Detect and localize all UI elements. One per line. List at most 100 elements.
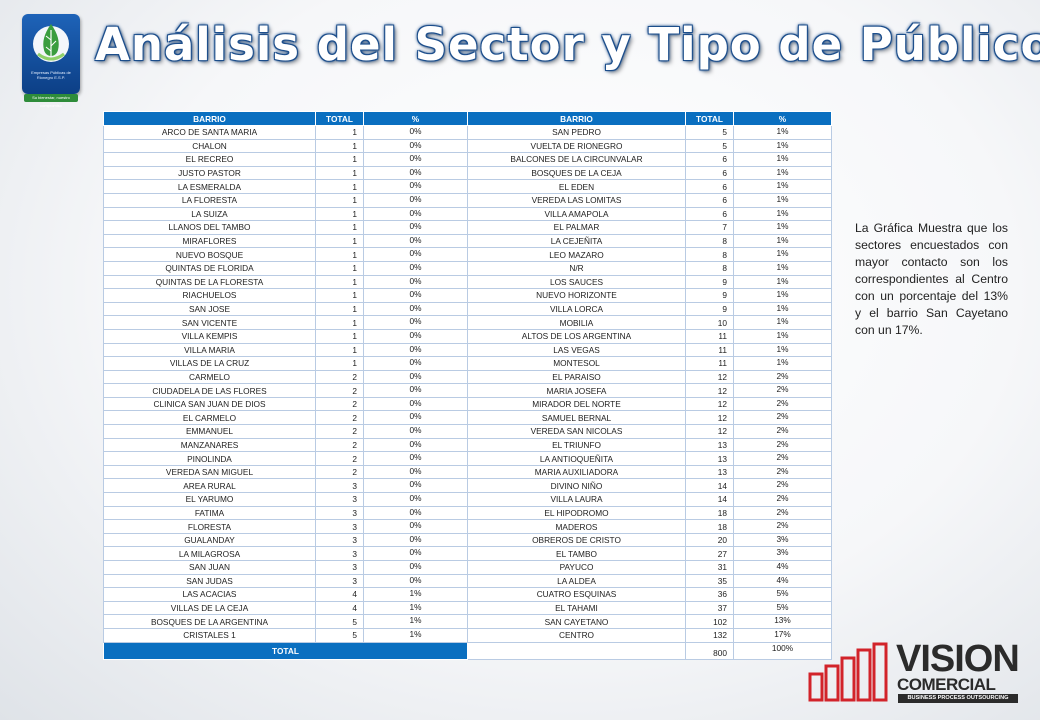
table-row: LA SUIZA 1 0% VILLA AMAPOLA 6 1%: [103, 206, 832, 222]
total-percent: 100%: [733, 641, 832, 660]
total-cell: 1: [315, 220, 364, 235]
barrio-cell: LOS SAUCES: [467, 274, 686, 290]
table-row: EL RECREO 1 0% BALCONES DE LA CIRCUNVALAR 6 1…: [103, 152, 832, 167]
table-body: ARCO DE SANTA MARIA 1 0% SAN PEDRO 5 1% CHALON…: [103, 125, 832, 643]
barrio-cell: VILLA KEMPIS: [103, 328, 316, 344]
percent-cell: 2%: [733, 396, 832, 412]
logo-ribbon: Su bienestar, nuestro compromiso: [24, 94, 78, 108]
table-row: LA FLORESTA 1 0% VEREDA LAS LOMITAS 6 1%: [103, 192, 832, 208]
total-cell: 3: [315, 560, 364, 575]
total-cell: 31: [685, 560, 734, 575]
table-row: AREA RURAL 3 0% DIVINO NIÑO 14 2%: [103, 478, 832, 494]
percent-cell: 0%: [363, 138, 468, 154]
percent-cell: 1%: [733, 356, 832, 371]
percent-cell: 2%: [733, 451, 832, 466]
barrio-cell: FLORESTA: [103, 519, 316, 534]
barrio-cell: LA CEJEÑITA: [467, 233, 686, 249]
total-cell: 12: [685, 424, 734, 439]
table-row: ARCO DE SANTA MARIA 1 0% SAN PEDRO 5 1%: [103, 125, 832, 140]
total-cell: 1: [315, 301, 364, 317]
percent-cell: 1%: [363, 587, 468, 602]
barrio-cell: PAYUCO: [467, 560, 686, 575]
total-cell: 14: [685, 492, 734, 507]
logo-small-text: Empresas Públicas de Rionegro E.S.P.: [31, 70, 71, 80]
table-row: VEREDA SAN MIGUEL 2 0% MARIA AUXILIADORA 13 2…: [103, 464, 832, 480]
table-row: VILLA MARIA 1 0% LAS VEGAS 11 1%: [103, 342, 832, 358]
percent-cell: 1%: [733, 301, 832, 317]
table-row: CIUDADELA DE LAS FLORES 2 0% MARIA JOSEFA 12…: [103, 383, 832, 398]
total-cell: 11: [685, 328, 734, 344]
percent-cell: 0%: [363, 233, 468, 249]
barrio-cell: PINOLINDA: [103, 451, 316, 466]
percent-cell: 1%: [733, 260, 832, 276]
table-row: LA MILAGROSA 3 0% EL TAMBO 27 3%: [103, 546, 832, 561]
barrio-cell: SAN JUDAS: [103, 573, 316, 589]
total-cell: 18: [685, 505, 734, 521]
total-cell: 3: [315, 492, 364, 507]
percent-cell: 0%: [363, 165, 468, 181]
total-cell: 1: [315, 328, 364, 344]
table-row: FATIMA 3 0% EL HIPODROMO 18 2%: [103, 505, 832, 521]
table-row: RIACHUELOS 1 0% NUEVO HORIZONTE 9 1%: [103, 288, 832, 303]
barrio-cell: RIACHUELOS: [103, 288, 316, 303]
total-cell: 3: [315, 546, 364, 561]
barrio-cell: FATIMA: [103, 505, 316, 521]
total-cell: 37: [685, 600, 734, 616]
percent-cell: 1%: [733, 247, 832, 262]
percent-cell: 2%: [733, 369, 832, 385]
table-row: CRISTALES 1 5 1% CENTRO 132 17%: [103, 627, 832, 643]
barrio-cell: EL PARAISO: [467, 369, 686, 385]
barrios-table: BARRIO TOTAL% BARRIO TOTAL% ARCO DE SANTA M…: [103, 111, 832, 660]
percent-cell: 0%: [363, 532, 468, 548]
table-row: GUALANDAY 3 0% OBREROS DE CRISTO 20 3%: [103, 532, 832, 548]
barrio-cell: VILLA LORCA: [467, 301, 686, 317]
barrio-cell: MIRADOR DEL NORTE: [467, 396, 686, 412]
percent-cell: 1%: [733, 138, 832, 154]
total-cell: 1: [315, 288, 364, 303]
barrio-cell: BOSQUES DE LA CEJA: [467, 165, 686, 181]
percent-cell: 0%: [363, 505, 468, 521]
table-row: LLANOS DEL TAMBO 1 0% EL PALMAR 7 1%: [103, 220, 832, 235]
barrio-cell: VILLAS DE LA CEJA: [103, 600, 316, 616]
percent-cell: 0%: [363, 560, 468, 575]
barrio-cell: VILLA AMAPOLA: [467, 206, 686, 222]
total-cell: 3: [315, 519, 364, 534]
barrio-cell: EMMANUEL: [103, 424, 316, 439]
total-cell: 1: [315, 138, 364, 154]
percent-cell: 2%: [733, 492, 832, 507]
barrio-cell: BALCONES DE LA CIRCUNVALAR: [467, 152, 686, 167]
total-cell: 8: [685, 247, 734, 262]
percent-cell: 0%: [363, 464, 468, 480]
total-label: TOTAL: [103, 641, 468, 660]
total-cell: 13: [685, 437, 734, 453]
total-cell: 5: [685, 138, 734, 154]
total-cell: 8: [685, 233, 734, 249]
barrio-cell: CUATRO ESQUINAS: [467, 587, 686, 602]
percent-cell: 0%: [363, 247, 468, 262]
total-cell: 9: [685, 301, 734, 317]
barrio-cell: SAN CAYETANO: [467, 614, 686, 629]
percent-cell: 17%: [733, 627, 832, 643]
barrio-cell: LA ESMERALDA: [103, 179, 316, 194]
table-row: CHALON 1 0% VUELTA DE RIONEGRO 5 1%: [103, 138, 832, 154]
table-row: JUSTO PASTOR 1 0% BOSQUES DE LA CEJA 6 1%: [103, 165, 832, 181]
total-cell: 14: [685, 478, 734, 494]
barrio-cell: LLANOS DEL TAMBO: [103, 220, 316, 235]
percent-cell: 4%: [733, 573, 832, 589]
column-header: BARRIO: [103, 111, 316, 126]
total-cell: 2: [315, 424, 364, 439]
table-row: QUINTAS DE FLORIDA 1 0% N/R 8 1%: [103, 260, 832, 276]
total-cell: 2: [315, 437, 364, 453]
total-cell: 11: [685, 356, 734, 371]
total-cell: 2: [315, 369, 364, 385]
total-cell: 12: [685, 383, 734, 398]
table-row: SAN JOSE 1 0% VILLA LORCA 9 1%: [103, 301, 832, 317]
barrio-cell: EL CARMELO: [103, 410, 316, 426]
total-cell: 20: [685, 532, 734, 548]
percent-cell: 1%: [733, 165, 832, 181]
column-header: %: [733, 111, 832, 126]
barrio-cell: CARMELO: [103, 369, 316, 385]
percent-cell: 0%: [363, 396, 468, 412]
total-cell: 2: [315, 410, 364, 426]
percent-cell: 1%: [733, 152, 832, 167]
